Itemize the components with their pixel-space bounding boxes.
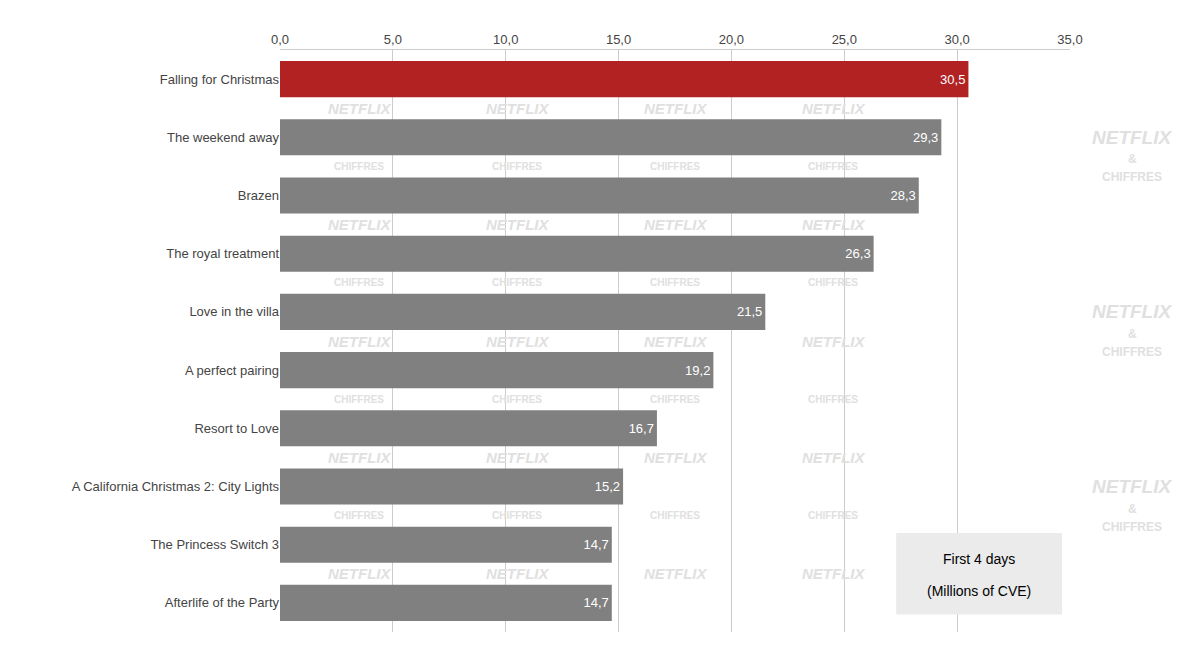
svg-text:Love in the villa: Love in the villa <box>189 304 279 319</box>
svg-text:NETFLIX: NETFLIX <box>802 333 865 350</box>
svg-text:NETFLIX: NETFLIX <box>1092 476 1172 497</box>
svg-text:15,2: 15,2 <box>595 479 620 494</box>
svg-text:NETFLIX: NETFLIX <box>644 565 707 582</box>
svg-text:NETFLIX: NETFLIX <box>644 216 707 233</box>
svg-text:A perfect pairing: A perfect pairing <box>185 363 279 378</box>
svg-text:CHIFFRES: CHIFFRES <box>492 394 542 405</box>
svg-text:CHIFFRES: CHIFFRES <box>334 277 384 288</box>
svg-text:A California Christmas 2: City: A California Christmas 2: City Lights <box>72 479 280 494</box>
svg-text:CHIFFRES: CHIFFRES <box>1102 520 1162 534</box>
svg-text:NETFLIX: NETFLIX <box>328 333 391 350</box>
svg-text:(Millions of CVE): (Millions of CVE) <box>927 583 1031 599</box>
svg-text:14,7: 14,7 <box>583 595 608 610</box>
svg-text:0,0: 0,0 <box>271 32 289 47</box>
svg-text:&: & <box>1128 327 1137 341</box>
svg-text:CHIFFRES: CHIFFRES <box>808 161 858 172</box>
svg-text:35,0: 35,0 <box>1057 32 1082 47</box>
svg-text:21,5: 21,5 <box>737 304 762 319</box>
svg-text:NETFLIX: NETFLIX <box>802 100 865 117</box>
svg-text:28,3: 28,3 <box>890 188 915 203</box>
svg-text:16,7: 16,7 <box>629 421 654 436</box>
svg-text:30,0: 30,0 <box>944 32 969 47</box>
svg-text:CHIFFRES: CHIFFRES <box>492 277 542 288</box>
svg-text:NETFLIX: NETFLIX <box>328 565 391 582</box>
svg-text:CHIFFRES: CHIFFRES <box>650 394 700 405</box>
svg-text:CHIFFRES: CHIFFRES <box>1102 170 1162 184</box>
svg-text:NETFLIX: NETFLIX <box>328 216 391 233</box>
svg-text:The Princess Switch 3: The Princess Switch 3 <box>150 537 279 552</box>
svg-text:Resort to Love: Resort to Love <box>194 421 279 436</box>
svg-text:The weekend away: The weekend away <box>167 130 280 145</box>
svg-text:15,0: 15,0 <box>606 32 631 47</box>
svg-text:CHIFFRES: CHIFFRES <box>808 394 858 405</box>
svg-text:Afterlife of the Party: Afterlife of the Party <box>165 595 280 610</box>
svg-text:CHIFFRES: CHIFFRES <box>492 510 542 521</box>
svg-text:CHIFFRES: CHIFFRES <box>334 510 384 521</box>
svg-text:14,7: 14,7 <box>583 537 608 552</box>
svg-text:NETFLIX: NETFLIX <box>802 565 865 582</box>
svg-text:CHIFFRES: CHIFFRES <box>334 161 384 172</box>
svg-text:CHIFFRES: CHIFFRES <box>492 161 542 172</box>
svg-text:NETFLIX: NETFLIX <box>644 333 707 350</box>
svg-text:&: & <box>1128 152 1137 166</box>
svg-text:NETFLIX: NETFLIX <box>486 565 549 582</box>
svg-text:NETFLIX: NETFLIX <box>486 100 549 117</box>
svg-text:CHIFFRES: CHIFFRES <box>1102 345 1162 359</box>
svg-text:NETFLIX: NETFLIX <box>644 449 707 466</box>
svg-text:20,0: 20,0 <box>719 32 744 47</box>
svg-text:NETFLIX: NETFLIX <box>328 100 391 117</box>
svg-text:NETFLIX: NETFLIX <box>1092 301 1172 322</box>
svg-text:First 4 days: First 4 days <box>943 551 1015 567</box>
svg-text:26,3: 26,3 <box>845 246 870 261</box>
svg-text:NETFLIX: NETFLIX <box>486 333 549 350</box>
svg-text:CHIFFRES: CHIFFRES <box>650 510 700 521</box>
svg-text:CHIFFRES: CHIFFRES <box>808 510 858 521</box>
svg-text:30,5: 30,5 <box>940 72 965 87</box>
svg-text:NETFLIX: NETFLIX <box>644 100 707 117</box>
svg-text:The royal treatment: The royal treatment <box>166 246 279 261</box>
svg-text:CHIFFRES: CHIFFRES <box>650 161 700 172</box>
svg-text:NETFLIX: NETFLIX <box>486 449 549 466</box>
svg-text:CHIFFRES: CHIFFRES <box>334 394 384 405</box>
svg-text:NETFLIX: NETFLIX <box>486 216 549 233</box>
svg-text:NETFLIX: NETFLIX <box>328 449 391 466</box>
svg-text:Brazen: Brazen <box>238 188 279 203</box>
svg-text:CHIFFRES: CHIFFRES <box>650 277 700 288</box>
svg-text:5,0: 5,0 <box>384 32 402 47</box>
svg-text:19,2: 19,2 <box>685 363 710 378</box>
svg-text:Falling for Christmas: Falling for Christmas <box>160 72 280 87</box>
svg-text:25,0: 25,0 <box>832 32 857 47</box>
svg-text:29,3: 29,3 <box>913 130 938 145</box>
svg-text:10,0: 10,0 <box>493 32 518 47</box>
svg-text:NETFLIX: NETFLIX <box>1092 127 1172 148</box>
svg-text:NETFLIX: NETFLIX <box>802 449 865 466</box>
svg-text:&: & <box>1128 502 1137 516</box>
svg-text:NETFLIX: NETFLIX <box>802 216 865 233</box>
svg-text:CHIFFRES: CHIFFRES <box>808 277 858 288</box>
